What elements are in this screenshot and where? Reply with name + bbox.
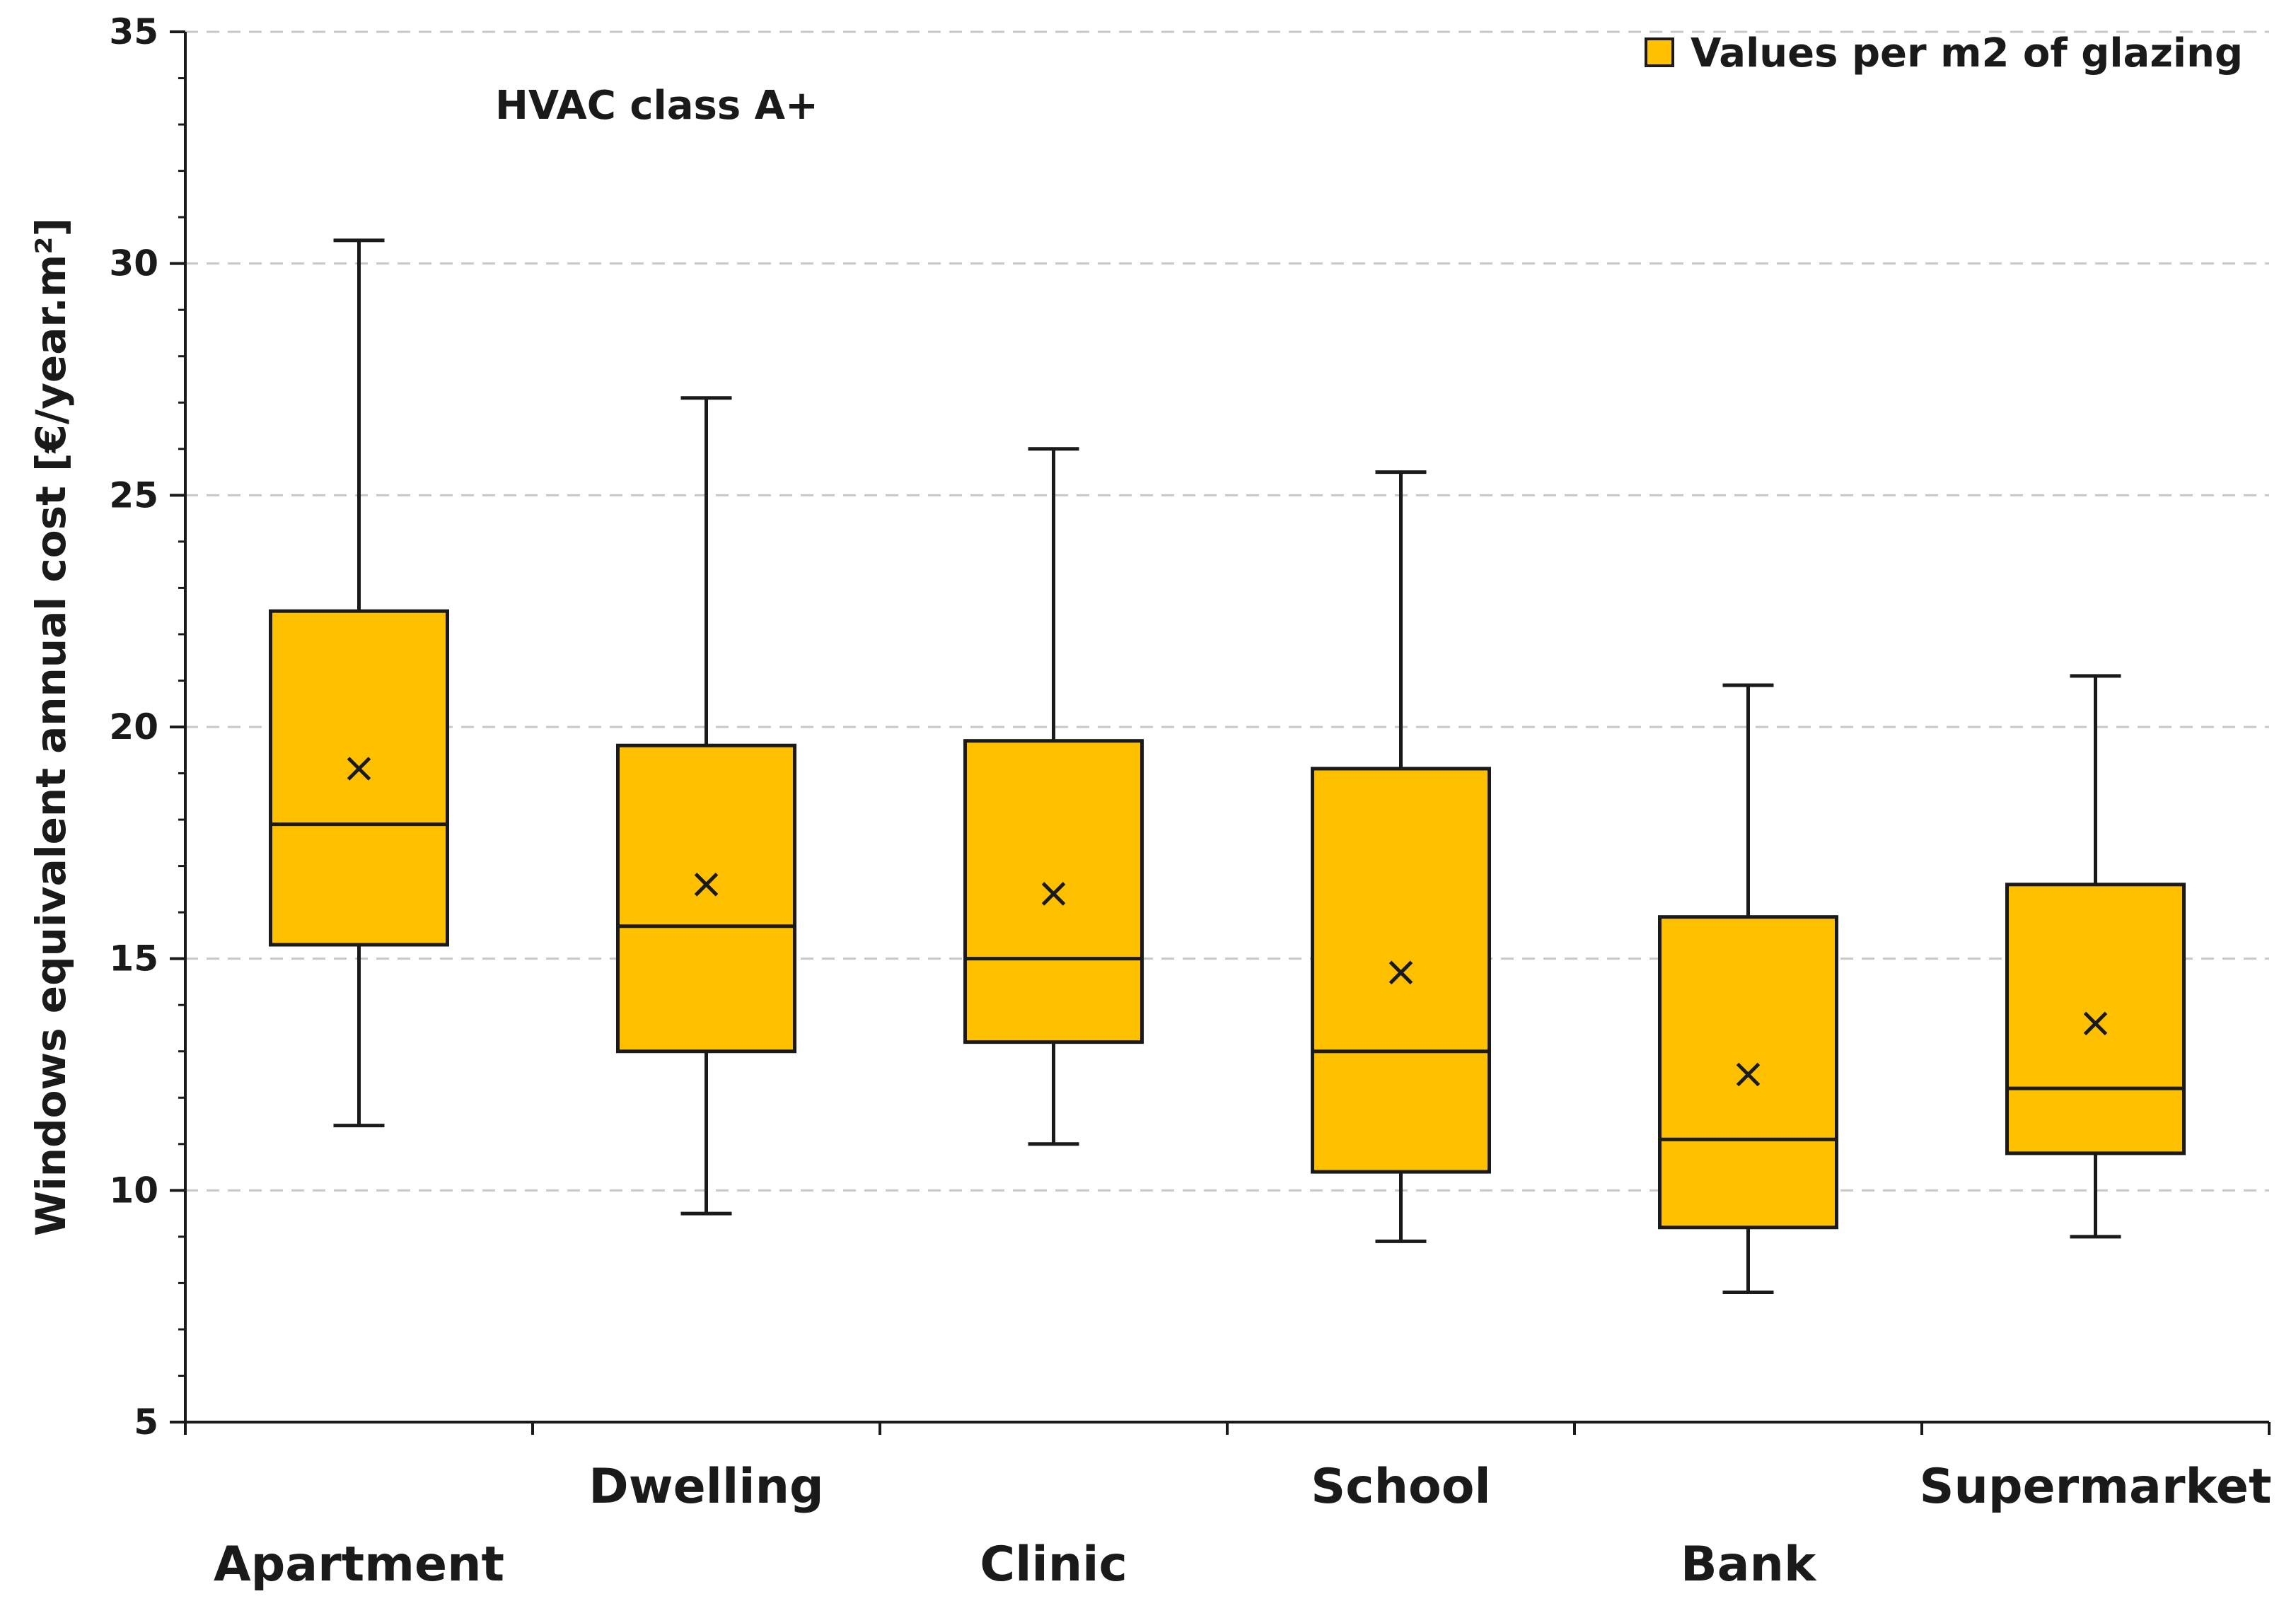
mean-marker-stroke (1388, 960, 1413, 985)
category-label-bank: Bank (1681, 1537, 1817, 1593)
legend: Values per m2 of glazing (1645, 30, 2243, 76)
y-tick-label: 25 (109, 475, 158, 516)
mean-marker-stroke (2083, 1011, 2108, 1036)
iqr-box (616, 743, 796, 1054)
mean-marker (1041, 882, 1066, 906)
y-tick-label: 10 (109, 1170, 158, 1211)
labels: Windows equivalent annual cost [€/year.m… (27, 83, 2272, 1593)
iqr-box (269, 609, 449, 947)
iqr-box (2005, 883, 2186, 1155)
legend-swatch (1645, 37, 1674, 67)
category-label-apartment: Apartment (214, 1537, 504, 1593)
box-clinic (963, 447, 1144, 1146)
y-tick-label: 5 (134, 1402, 158, 1443)
mean-marker (694, 873, 719, 897)
box-apartment (269, 238, 449, 1128)
boxes (269, 238, 2186, 1295)
y-tick-label: 15 (109, 938, 158, 979)
legend-label: Values per m2 of glazing (1691, 30, 2243, 76)
y-tick-label: 20 (109, 706, 158, 747)
category-label-dwelling: Dwelling (589, 1459, 823, 1515)
box-supermarket (2005, 674, 2186, 1239)
hvac-class-annotation: HVAC class A+ (495, 83, 818, 129)
axes: 5 10 15 20 25 30 35 (109, 11, 2271, 1443)
gridlines (185, 30, 2269, 1192)
mean-marker (2083, 1011, 2108, 1036)
y-tick-label: 30 (109, 243, 158, 284)
mean-marker-stroke (694, 873, 719, 897)
y-axis-title: Windows equivalent annual cost [€/year.m… (27, 218, 75, 1236)
box-school (1311, 470, 1491, 1243)
mean-marker-stroke (1041, 882, 1066, 906)
mean-marker (1388, 960, 1413, 985)
mean-marker (347, 757, 371, 781)
mean-marker (1736, 1062, 1761, 1087)
category-label-supermarket: Supermarket (1919, 1459, 2271, 1515)
box-bank (1658, 683, 1838, 1295)
category-label-clinic: Clinic (980, 1537, 1127, 1593)
category-label-school: School (1311, 1459, 1490, 1515)
y-tick-label: 35 (109, 11, 158, 52)
mean-marker-stroke (1736, 1062, 1761, 1087)
box-dwelling (616, 396, 796, 1216)
mean-marker-stroke (347, 757, 371, 781)
